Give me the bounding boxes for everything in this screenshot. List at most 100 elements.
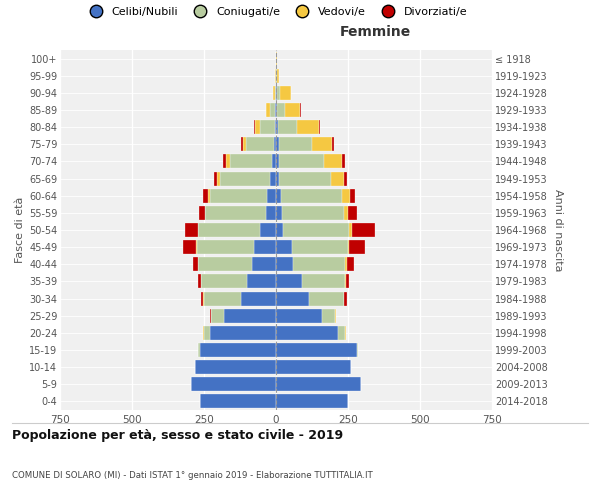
Bar [338,326,345,340]
Bar [344,206,348,220]
Bar [197,240,254,254]
Bar [266,206,276,220]
Bar [210,326,276,340]
Y-axis label: Anni di nascita: Anni di nascita [553,188,563,271]
Bar [241,292,276,306]
Bar [344,172,347,185]
Bar [276,138,279,151]
Bar [274,138,276,151]
Bar [312,138,332,151]
Bar [211,308,224,322]
Bar [331,172,344,185]
Bar [347,258,354,272]
Bar [349,223,352,237]
Bar [284,103,301,117]
Bar [198,223,260,237]
Bar [260,223,276,237]
Text: Popolazione per età, sesso e stato civile - 2019: Popolazione per età, sesso e stato civil… [12,430,343,442]
Bar [342,154,345,168]
Bar [193,258,197,272]
Bar [302,274,345,288]
Bar [183,240,196,254]
Bar [276,326,338,340]
Bar [254,240,276,254]
Bar [309,292,344,306]
Bar [201,274,247,288]
Bar [199,206,205,220]
Bar [205,206,266,220]
Bar [275,120,276,134]
Bar [345,258,347,272]
Bar [292,240,348,254]
Bar [275,86,276,100]
Bar [276,154,279,168]
Bar [297,120,319,134]
Bar [277,86,280,100]
Legend: Celibi/Nubili, Coniugati/e, Vedovi/e, Divorziati/e: Celibi/Nubili, Coniugati/e, Vedovi/e, Di… [80,2,472,22]
Bar [278,120,297,134]
Bar [276,343,356,357]
Bar [276,394,348,408]
Bar [191,378,276,392]
Bar [323,154,342,168]
Bar [214,172,217,185]
Bar [276,378,361,392]
Bar [255,120,260,134]
Bar [322,308,335,322]
Bar [276,223,283,237]
Bar [276,188,281,202]
Bar [270,103,275,117]
Bar [349,240,365,254]
Bar [226,154,230,168]
Bar [279,154,323,168]
Bar [281,188,341,202]
Bar [276,172,280,185]
Bar [348,206,356,220]
Bar [344,292,347,306]
Bar [276,308,322,322]
Bar [280,172,331,185]
Bar [247,274,276,288]
Bar [348,240,349,254]
Bar [276,206,282,220]
Bar [230,154,272,168]
Bar [200,343,276,357]
Bar [200,394,276,408]
Bar [217,172,220,185]
Bar [185,223,197,237]
Bar [272,154,276,168]
Bar [276,120,278,134]
Bar [350,188,355,202]
Bar [346,274,349,288]
Bar [279,138,312,151]
Bar [273,86,275,100]
Bar [260,120,275,134]
Bar [268,188,276,202]
Bar [247,138,274,151]
Bar [276,86,277,100]
Bar [197,274,200,288]
Bar [208,188,210,202]
Bar [352,223,376,237]
Bar [198,258,251,272]
Bar [201,292,203,306]
Y-axis label: Fasce di età: Fasce di età [14,197,25,263]
Bar [276,240,292,254]
Bar [319,120,320,134]
Bar [210,188,268,202]
Bar [276,274,302,288]
Bar [198,343,200,357]
Bar [196,360,276,374]
Bar [341,188,350,202]
Bar [243,138,247,151]
Text: COMUNE DI SOLARO (MI) - Dati ISTAT 1° gennaio 2019 - Elaborazione TUTTITALIA.IT: COMUNE DI SOLARO (MI) - Dati ISTAT 1° ge… [12,471,373,480]
Bar [276,258,293,272]
Bar [276,292,309,306]
Bar [203,188,208,202]
Bar [224,308,276,322]
Bar [241,138,243,151]
Bar [356,343,358,357]
Text: Femmine: Femmine [340,25,411,39]
Bar [223,154,226,168]
Bar [277,103,284,117]
